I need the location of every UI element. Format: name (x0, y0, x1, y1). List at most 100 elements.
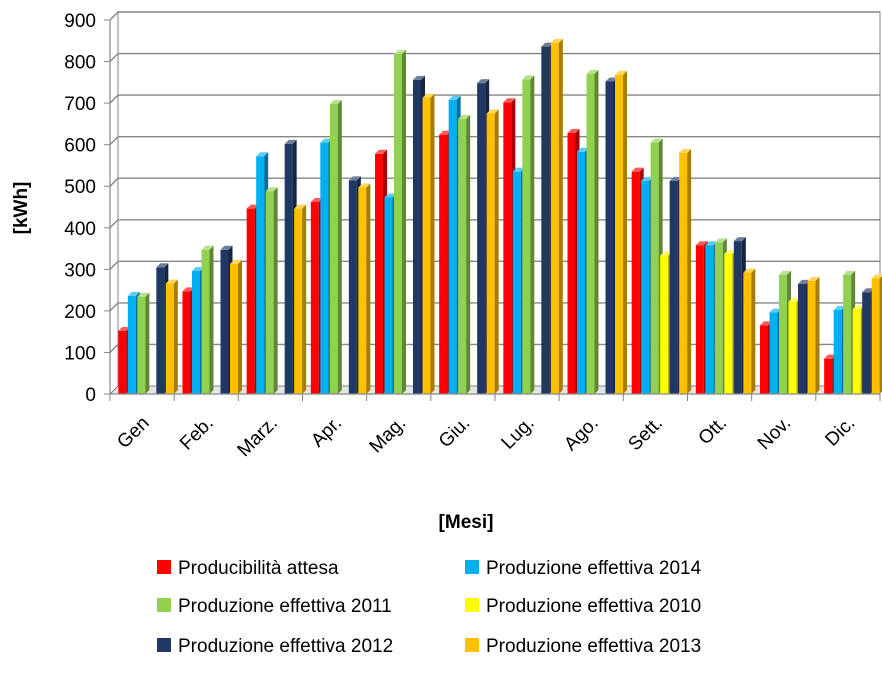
bar-front (422, 97, 431, 394)
bar-top (743, 268, 756, 273)
bar-side (594, 70, 599, 395)
bar-top (477, 79, 490, 84)
bar-top (503, 98, 516, 103)
x-tick-label: Nov. (754, 413, 795, 454)
legend-item: Produzione effettiva 2014 (465, 558, 702, 579)
bar-front (807, 280, 816, 394)
bar-front (310, 202, 319, 394)
bar-side (751, 268, 756, 394)
bar-front (669, 180, 678, 394)
bar-top (182, 287, 195, 292)
bar-front (824, 358, 833, 394)
bar (550, 38, 563, 394)
bar-top (824, 354, 837, 359)
bar-top (760, 321, 772, 326)
bar-front (615, 74, 623, 394)
bar-front (220, 249, 229, 394)
bar-front (458, 118, 467, 394)
legend-label: Produzione effettiva 2010 (486, 596, 701, 617)
bar-front (550, 42, 559, 394)
x-axis-title: [Mesi] (439, 512, 494, 533)
y-tick-label: 300 (64, 260, 96, 281)
bar-top (165, 279, 178, 284)
bar-top (394, 50, 406, 55)
bar (165, 279, 178, 394)
x-tick-label: Sett. (624, 413, 666, 455)
bar (615, 70, 627, 394)
bar-side (623, 70, 627, 394)
x-tick-label: Lug. (498, 413, 539, 454)
bar-front (769, 312, 778, 394)
bar-top (650, 138, 663, 143)
bar (329, 99, 342, 394)
bar (586, 70, 599, 395)
x-tick-label: Apr. (307, 413, 346, 452)
bar-front (265, 191, 274, 394)
y-axis-title: [kWh] (11, 182, 32, 235)
bar (394, 50, 406, 394)
bar-front (439, 134, 448, 394)
bar-top (358, 183, 371, 188)
bar-top (486, 109, 499, 114)
bar-front (182, 291, 191, 394)
bar-top (641, 176, 654, 181)
bar-top (807, 276, 820, 281)
bar-front (256, 156, 265, 394)
bar-front (165, 283, 174, 394)
bar (201, 245, 214, 394)
bar-front (743, 272, 752, 394)
bar-front (384, 197, 393, 394)
bar (871, 274, 882, 394)
bar-side (558, 38, 563, 394)
bar-top (679, 148, 692, 153)
bar-front (567, 133, 576, 394)
bar-top (448, 95, 461, 100)
x-tick-label: Marz. (234, 413, 282, 461)
legend-swatch (465, 560, 479, 574)
legend-swatch (465, 598, 479, 612)
bar-front (798, 283, 806, 394)
bar-top (852, 305, 865, 310)
bar-top (779, 270, 791, 275)
bar-front (512, 171, 521, 394)
bar-side (466, 114, 471, 394)
bar-front (862, 292, 871, 394)
bar-top (284, 139, 297, 144)
x-tick-label: Mag. (366, 413, 411, 458)
legend-swatch (157, 638, 171, 652)
bar-top (439, 130, 452, 135)
bar-top (375, 149, 387, 154)
bar-front (118, 330, 127, 394)
bar-top (577, 147, 589, 152)
bar (265, 187, 278, 394)
bar-front (375, 153, 383, 394)
y-tick-label: 0 (85, 385, 96, 406)
legend-swatch (157, 560, 171, 574)
bar-front (230, 263, 238, 394)
bar-front (660, 255, 669, 394)
bar-top (265, 187, 278, 192)
bar-front (477, 83, 486, 395)
bar (486, 109, 499, 394)
y-axis-ticks: 0 100 200 300 400 500 600 700 800 900 (64, 11, 111, 406)
bar-front (705, 245, 714, 394)
bar-top (127, 291, 140, 296)
bar-side (366, 183, 371, 394)
legend-label: Produzione effettiva 2013 (486, 636, 701, 657)
bars (118, 38, 882, 395)
bar-front (137, 296, 146, 394)
bar-front (605, 81, 614, 394)
x-tick-label: Dic. (821, 413, 859, 451)
plot-side-wall (109, 10, 119, 396)
bar-top (201, 245, 214, 250)
bar-top (631, 167, 644, 172)
bar-top (522, 75, 535, 80)
bar-top (550, 38, 563, 43)
bar-top (615, 70, 627, 75)
bar-front (631, 171, 640, 394)
bar-top (230, 259, 242, 264)
bar-top (567, 129, 580, 134)
bar-top (843, 270, 856, 275)
bar-front (246, 208, 255, 394)
bar-front (413, 79, 421, 394)
